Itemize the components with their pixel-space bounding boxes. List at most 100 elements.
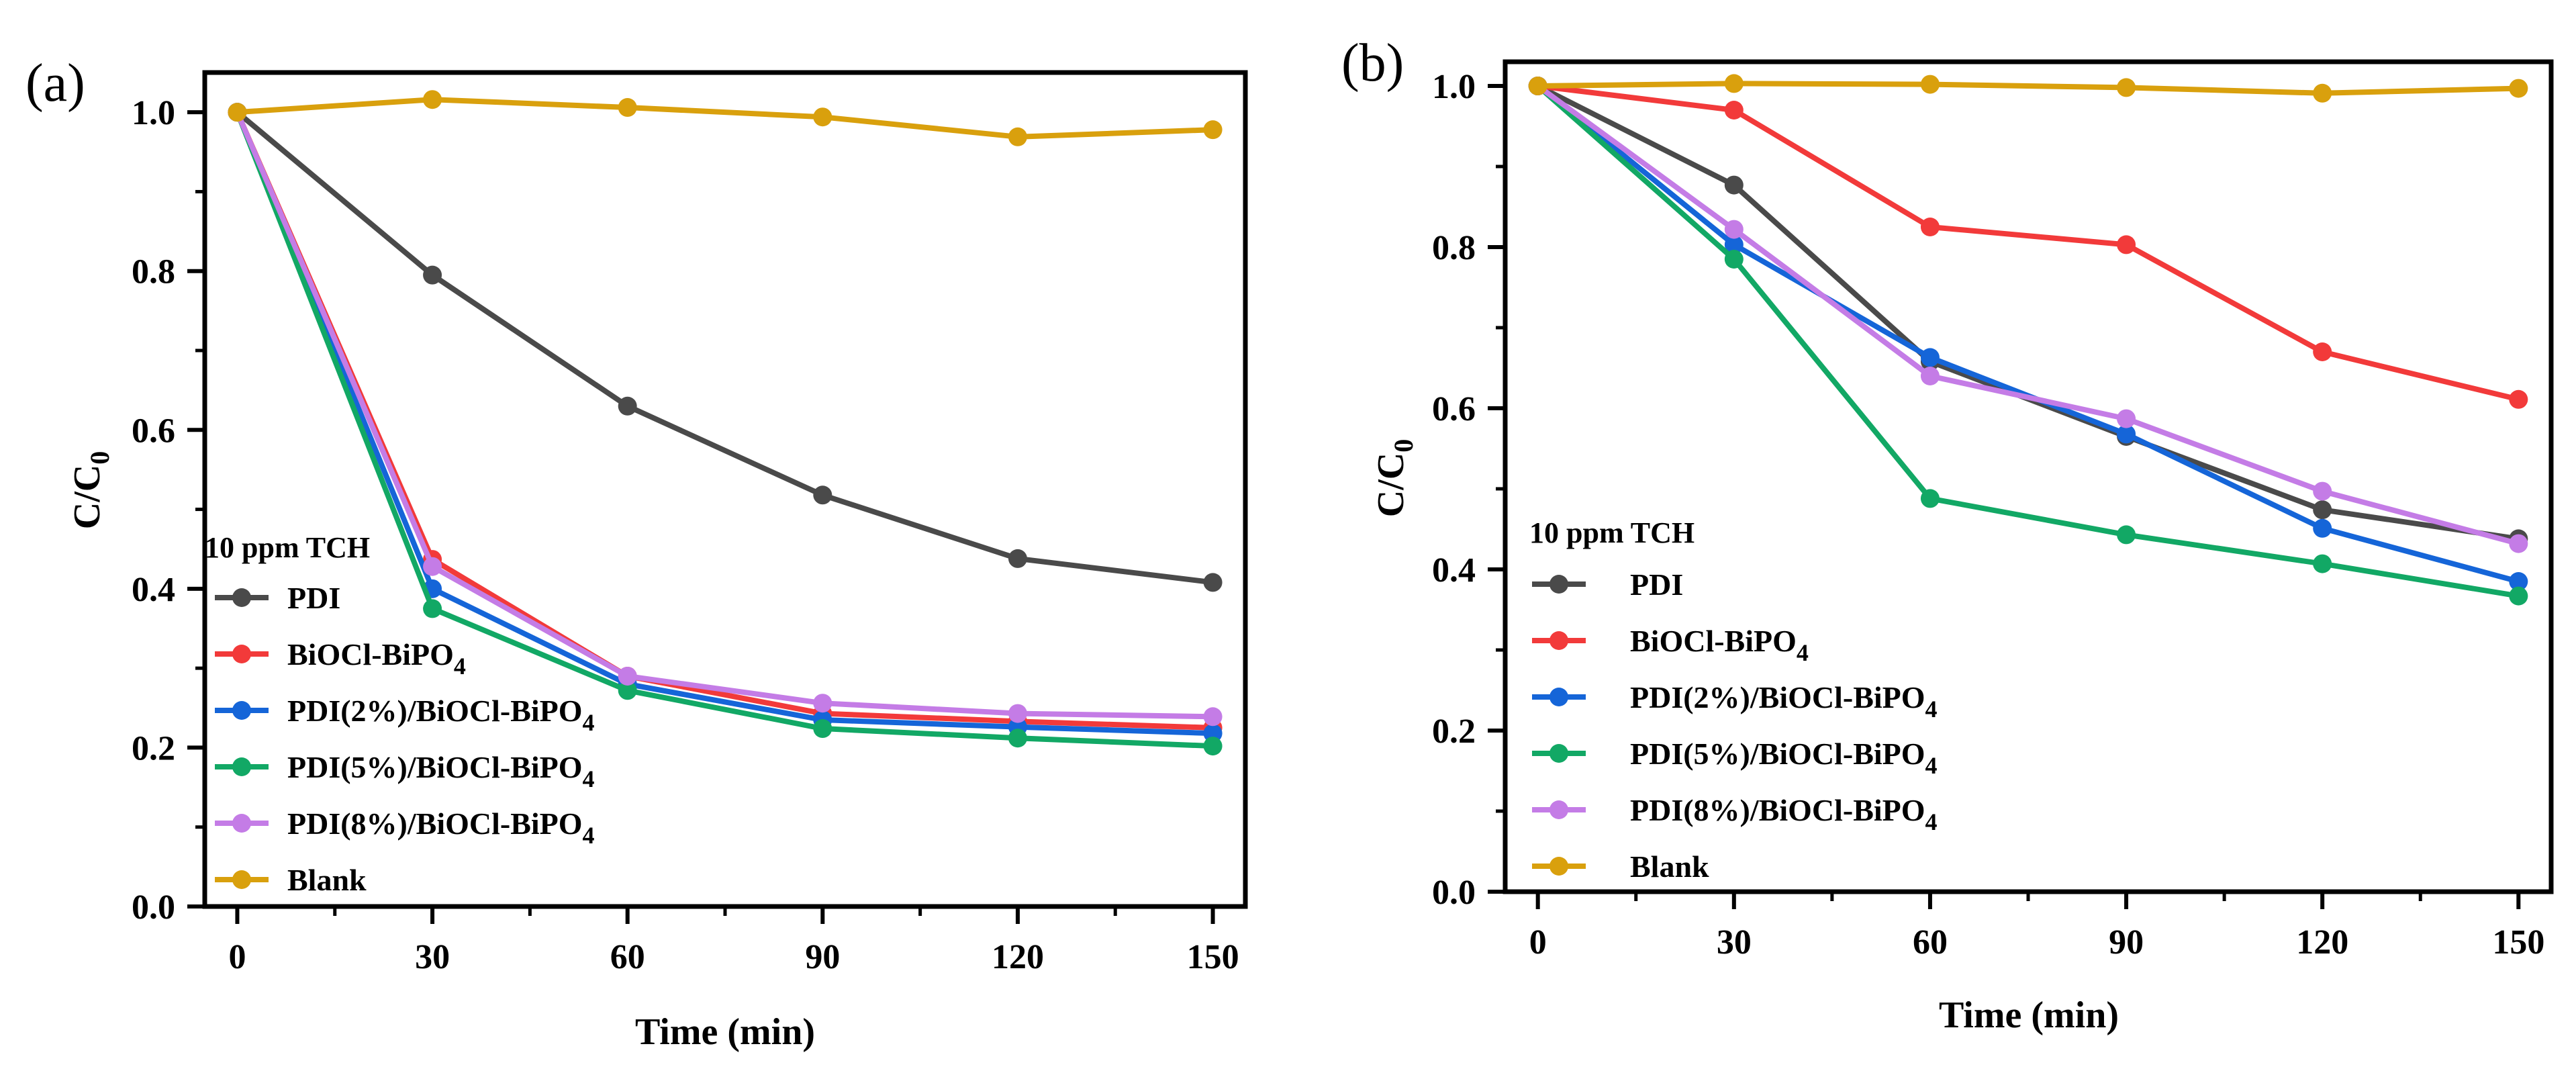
legend-label-main: PDI(8%)/BiOCl-BiPO (287, 806, 583, 841)
legend-swatch-marker (232, 701, 251, 720)
y-tick-label: 0.2 (132, 729, 175, 767)
x-tick-label: 30 (415, 938, 450, 976)
series-line-3 (1536, 84, 2519, 599)
data-point-series-0 (423, 265, 442, 285)
y-axis-title: C/C0 (1370, 439, 1419, 517)
legend-label: PDI (1630, 567, 1683, 602)
data-point-series-1 (1724, 101, 1744, 120)
legend-label-subscript: 4 (1925, 752, 1938, 779)
data-point-series-4 (1008, 704, 1027, 723)
y-tick-label: 0.0 (132, 888, 175, 927)
x-tick-label: 0 (1529, 923, 1547, 962)
data-point-series-5 (1528, 77, 1547, 95)
data-point-series-5 (2313, 83, 2332, 103)
data-point-series-5 (2117, 78, 2136, 97)
series-line-0 (1536, 83, 2519, 542)
legend-swatch-marker (232, 588, 251, 607)
legend-label: BiOCl-BiPO4 (1630, 624, 1809, 666)
legend-title: 10 ppm TCH (205, 531, 370, 564)
legend-label-subscript: 4 (1925, 808, 1938, 835)
x-tick-label: 90 (805, 938, 840, 976)
data-point-series-5 (1724, 74, 1744, 93)
y-tick-label: 1.0 (132, 94, 175, 132)
legend-label-main: PDI (1630, 567, 1683, 602)
y-tick-label: 0.8 (132, 253, 175, 291)
legend-label: PDI (287, 581, 340, 615)
data-point-series-1 (2509, 389, 2528, 409)
y-tick-label: 0.6 (1432, 390, 1476, 428)
legend-label: PDI(2%)/BiOCl-BiPO4 (1630, 680, 1938, 722)
x-tick-label: 60 (1913, 923, 1948, 962)
data-point-series-2 (1920, 348, 1940, 367)
y-tick-label: 0.4 (1432, 551, 1476, 590)
data-point-series-4 (813, 694, 832, 713)
data-point-series-3 (2117, 525, 2136, 545)
series-line-1 (234, 111, 1213, 731)
legend-swatch-marker (232, 870, 251, 889)
x-axis-title: Time (min) (1939, 994, 2119, 1036)
y-tick-label: 0.2 (1432, 712, 1476, 751)
legend-label-main: PDI(2%)/BiOCl-BiPO (1630, 680, 1925, 714)
y-axis-title-subscript: 0 (1388, 439, 1419, 453)
series-line-4 (1536, 83, 2520, 547)
data-point-series-2 (2313, 518, 2332, 538)
data-point-series-2 (1724, 235, 1744, 254)
data-point-series-2 (2509, 572, 2528, 591)
legend-title: 10 ppm TCH (1529, 516, 1695, 549)
data-point-series-0 (618, 396, 637, 416)
data-point-series-4 (2509, 534, 2528, 553)
x-tick-label: 30 (1717, 923, 1752, 962)
data-point-series-2 (2117, 424, 2136, 444)
legend-label-main: PDI(8%)/BiOCl-BiPO (1630, 793, 1925, 827)
data-point-series-5 (1920, 75, 1940, 94)
legend-label-main: PDI (287, 581, 340, 615)
data-point-series-1 (1920, 218, 1940, 236)
data-point-series-5 (423, 90, 442, 109)
legend-swatch-marker (232, 814, 251, 833)
legend-swatch-marker (1549, 688, 1568, 706)
legend-label-subscript: 4 (454, 653, 466, 680)
legend-label: PDI(5%)/BiOCl-BiPO4 (287, 750, 595, 792)
legend-label-main: PDI(2%)/BiOCl-BiPO (287, 694, 583, 728)
data-point-series-4 (1724, 220, 1744, 239)
y-tick-label: 0.0 (1432, 874, 1476, 912)
data-point-series-4 (618, 666, 637, 686)
legend-label-main: PDI(5%)/BiOCl-BiPO (287, 750, 583, 784)
y-axis-title-subscript: 0 (85, 451, 115, 465)
series-line-1 (1537, 83, 2520, 402)
x-tick-label: 120 (992, 938, 1044, 976)
data-point-series-3 (1008, 729, 1027, 748)
legend-label: Blank (287, 863, 367, 897)
x-tick-label: 0 (228, 938, 246, 976)
data-point-series-0 (2313, 500, 2332, 520)
data-point-series-3 (618, 681, 637, 700)
legend-label-subscript: 4 (583, 709, 595, 736)
series-line-5 (1537, 81, 2519, 96)
data-point-series-1 (2117, 235, 2136, 254)
y-tick-label: 0.8 (1432, 229, 1476, 267)
data-point-series-0 (1724, 175, 1744, 195)
legend-swatch-marker (232, 645, 251, 663)
data-point-series-0 (1203, 573, 1223, 592)
data-point-series-4 (1920, 367, 1940, 385)
chart-panel-b: (b) 0 30 60 90 120 150 0.0 0.2 0.4 0.6 0.8 1.0 Time (… (1341, 34, 2554, 1036)
legend-label: PDI(8%)/BiOCl-BiPO4 (287, 806, 595, 849)
legend-label-main: Blank (287, 863, 367, 897)
legend-label: BiOCl-BiPO4 (287, 637, 466, 680)
x-tick-label: 150 (2492, 923, 2544, 962)
legend-label-main: Blank (1630, 849, 1709, 884)
legend-swatch-marker (1549, 800, 1568, 819)
data-point-series-5 (1203, 120, 1223, 140)
series-line-5 (237, 97, 1213, 140)
y-tick-label: 0.4 (132, 571, 175, 609)
panel-label: (a) (26, 54, 85, 113)
legend-label: PDI(8%)/BiOCl-BiPO4 (1630, 793, 1938, 835)
y-axis-title: C/C0 (66, 451, 115, 529)
data-point-series-3 (2313, 554, 2332, 573)
series-line-4 (234, 111, 1213, 720)
legend-label: Blank (1630, 849, 1709, 884)
data-point-series-4 (423, 557, 442, 576)
legend-label-main: BiOCl-BiPO (1630, 624, 1797, 658)
series-line-3 (234, 111, 1213, 749)
